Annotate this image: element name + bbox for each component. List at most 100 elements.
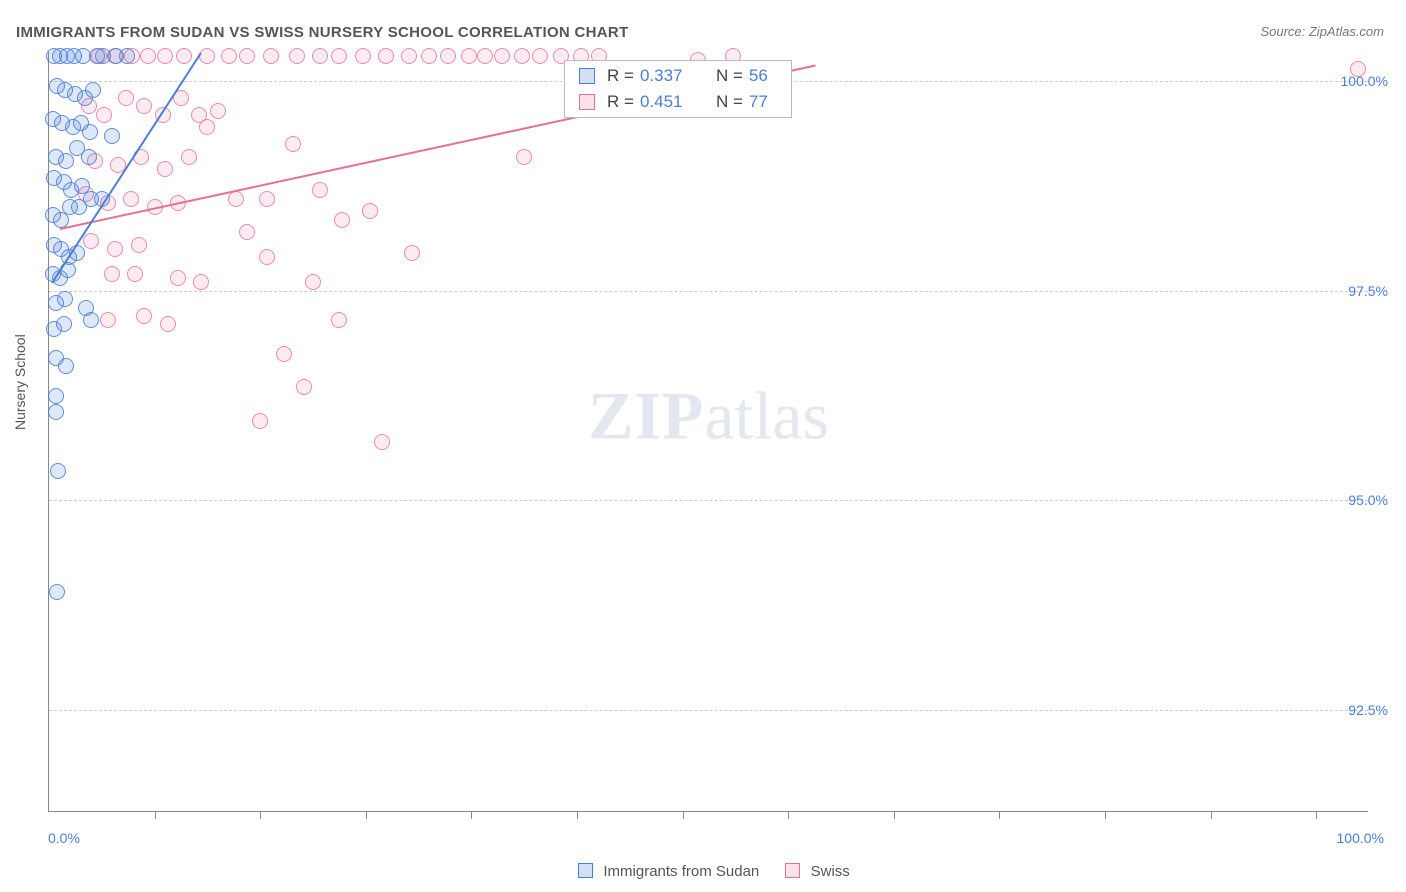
stats-r-label: R = xyxy=(607,66,634,86)
data-point-pink xyxy=(136,98,152,114)
x-axis-max-label: 100.0% xyxy=(1337,830,1384,846)
data-point-pink xyxy=(239,48,255,64)
x-tick xyxy=(366,811,367,819)
watermark: ZIPatlas xyxy=(588,377,829,456)
data-point-pink xyxy=(104,266,120,282)
data-point-pink xyxy=(331,48,347,64)
gridline-h xyxy=(49,291,1368,292)
data-point-pink xyxy=(362,203,378,219)
y-tick-label: 100.0% xyxy=(1341,73,1388,89)
data-point-pink xyxy=(305,274,321,290)
data-point-pink xyxy=(127,266,143,282)
data-point-pink xyxy=(176,48,192,64)
stats-n-value: 56 xyxy=(749,66,777,86)
stats-swatch-pink xyxy=(579,94,595,110)
data-point-pink xyxy=(131,237,147,253)
data-point-pink xyxy=(157,48,173,64)
watermark-bold: ZIP xyxy=(588,378,704,454)
data-point-pink xyxy=(221,48,237,64)
x-tick xyxy=(683,811,684,819)
data-point-pink xyxy=(118,90,134,106)
data-point-blue xyxy=(48,404,64,420)
data-point-pink xyxy=(421,48,437,64)
data-point-pink xyxy=(140,48,156,64)
x-tick xyxy=(471,811,472,819)
data-point-blue xyxy=(48,388,64,404)
data-point-blue xyxy=(81,149,97,165)
data-point-pink xyxy=(285,136,301,152)
y-tick-label: 95.0% xyxy=(1348,492,1388,508)
data-point-blue xyxy=(119,48,135,64)
x-tick xyxy=(788,811,789,819)
data-point-blue xyxy=(85,82,101,98)
data-point-pink xyxy=(136,308,152,324)
data-point-blue xyxy=(50,463,66,479)
data-point-pink xyxy=(263,48,279,64)
data-point-pink xyxy=(331,312,347,328)
legend-label-blue: Immigrants from Sudan xyxy=(603,863,759,880)
data-point-blue xyxy=(83,312,99,328)
data-point-pink xyxy=(100,312,116,328)
data-point-pink xyxy=(516,149,532,165)
data-point-blue xyxy=(58,358,74,374)
gridline-h xyxy=(49,710,1368,711)
data-point-blue xyxy=(82,124,98,140)
stats-r-label: R = xyxy=(607,92,634,112)
data-point-pink xyxy=(289,48,305,64)
y-axis-title: Nursery School xyxy=(12,334,28,430)
data-point-pink xyxy=(312,48,328,64)
stats-row: R =0.451N =77 xyxy=(565,89,791,115)
stats-swatch-blue xyxy=(579,68,595,84)
legend-label-pink: Swiss xyxy=(811,863,850,880)
x-tick xyxy=(1105,811,1106,819)
stats-box: R =0.337N =56R =0.451N =77 xyxy=(564,60,792,118)
legend-swatch-pink xyxy=(785,863,800,878)
data-point-pink xyxy=(157,161,173,177)
data-point-pink xyxy=(199,48,215,64)
x-tick xyxy=(577,811,578,819)
data-point-blue xyxy=(49,584,65,600)
x-tick xyxy=(155,811,156,819)
data-point-pink xyxy=(107,241,123,257)
data-point-pink xyxy=(160,316,176,332)
stats-n-value: 77 xyxy=(749,92,777,112)
data-point-pink xyxy=(440,48,456,64)
legend: Immigrants from Sudan Swiss xyxy=(0,863,1406,880)
x-tick xyxy=(260,811,261,819)
data-point-pink xyxy=(83,233,99,249)
data-point-pink xyxy=(259,249,275,265)
x-tick xyxy=(1316,811,1317,819)
legend-swatch-blue xyxy=(578,863,593,878)
stats-r-value: 0.337 xyxy=(640,66,694,86)
source-credit: Source: ZipAtlas.com xyxy=(1260,24,1384,39)
data-point-pink xyxy=(334,212,350,228)
data-point-pink xyxy=(210,103,226,119)
chart-title: IMMIGRANTS FROM SUDAN VS SWISS NURSERY S… xyxy=(16,24,629,41)
gridline-h xyxy=(49,500,1368,501)
data-point-pink xyxy=(259,191,275,207)
data-point-pink xyxy=(181,149,197,165)
y-tick-label: 97.5% xyxy=(1348,283,1388,299)
data-point-pink xyxy=(123,191,139,207)
data-point-pink xyxy=(239,224,255,240)
x-axis-min-label: 0.0% xyxy=(48,830,80,846)
data-point-pink xyxy=(199,119,215,135)
stats-row: R =0.337N =56 xyxy=(565,63,791,89)
data-point-pink xyxy=(276,346,292,362)
data-point-blue xyxy=(58,153,74,169)
data-point-pink xyxy=(401,48,417,64)
x-tick xyxy=(894,811,895,819)
source-label: Source: xyxy=(1260,24,1308,39)
data-point-pink xyxy=(404,245,420,261)
data-point-blue xyxy=(104,128,120,144)
watermark-rest: atlas xyxy=(704,378,829,454)
data-point-pink xyxy=(252,413,268,429)
data-point-pink xyxy=(374,434,390,450)
source-name: ZipAtlas.com xyxy=(1309,24,1384,39)
data-point-pink xyxy=(461,48,477,64)
data-point-pink xyxy=(355,48,371,64)
data-point-pink xyxy=(193,274,209,290)
stats-r-value: 0.451 xyxy=(640,92,694,112)
y-tick-label: 92.5% xyxy=(1348,702,1388,718)
data-point-pink xyxy=(170,270,186,286)
